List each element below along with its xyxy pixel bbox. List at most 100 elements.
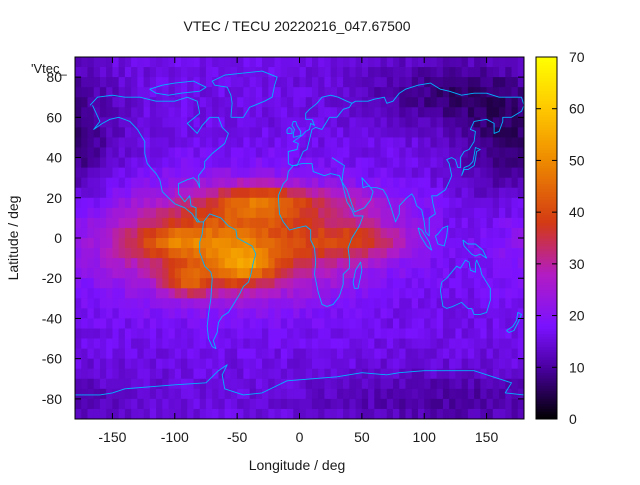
heatmap-cell	[374, 358, 381, 370]
heatmap-cell	[449, 318, 456, 329]
heatmap-cell	[212, 167, 219, 179]
heatmap-cell	[305, 298, 313, 309]
heatmap-cell	[511, 278, 519, 289]
heatmap-cell	[237, 187, 244, 199]
heatmap-cell	[305, 318, 313, 329]
heatmap-cell	[75, 67, 82, 78]
heatmap-cell	[361, 207, 369, 219]
heatmap-cell	[99, 227, 107, 239]
colorbar-segment	[536, 126, 557, 130]
heatmap-cell	[199, 167, 207, 179]
heatmap-cell	[112, 147, 120, 158]
heatmap-cell	[361, 298, 369, 309]
heatmap-cell	[87, 87, 95, 98]
heatmap-cell	[455, 177, 463, 189]
heatmap-cell	[336, 197, 344, 209]
heatmap-cell	[305, 288, 313, 299]
heatmap-cell	[336, 368, 344, 380]
heatmap-cell	[355, 238, 363, 249]
heatmap-cell	[255, 318, 263, 329]
heatmap-cell	[324, 408, 332, 420]
heatmap-cell	[380, 318, 388, 329]
heatmap-cell	[393, 147, 400, 158]
y-tick-label: 40	[46, 150, 62, 166]
heatmap-cell	[355, 157, 363, 169]
heatmap-cell	[293, 248, 300, 259]
heatmap-cell	[305, 368, 313, 380]
heatmap-cell	[474, 77, 481, 88]
heatmap-cell	[424, 207, 431, 219]
heatmap-cell	[293, 328, 300, 339]
heatmap-cell	[417, 127, 425, 138]
heatmap-cell	[417, 157, 425, 169]
heatmap-cell	[81, 278, 88, 289]
heatmap-cell	[386, 318, 394, 329]
heatmap-cell	[343, 288, 350, 299]
heatmap-cell	[455, 117, 463, 128]
heatmap-cell	[299, 157, 307, 169]
heatmap-cell	[137, 107, 144, 118]
heatmap-cell	[187, 398, 194, 410]
heatmap-cell	[193, 107, 201, 118]
heatmap-cell	[193, 288, 201, 299]
heatmap-cell	[81, 57, 88, 68]
heatmap-cell	[474, 187, 481, 199]
heatmap-cell	[517, 298, 525, 309]
heatmap-cell	[449, 187, 456, 199]
heatmap-cell	[205, 127, 213, 138]
heatmap-cell	[449, 408, 456, 420]
heatmap-cell	[262, 197, 269, 209]
heatmap-cell	[112, 248, 120, 259]
x-tick-label: 0	[296, 429, 304, 445]
heatmap-cell	[143, 338, 151, 350]
heatmap-cell	[411, 328, 419, 339]
colorbar-segment	[536, 281, 557, 286]
heatmap-cell	[124, 338, 132, 350]
heatmap-cell	[455, 398, 463, 410]
heatmap-cell	[349, 87, 357, 98]
heatmap-cell	[349, 107, 357, 118]
heatmap-cell	[442, 87, 450, 98]
heatmap-cell	[168, 338, 176, 350]
heatmap-cell	[268, 378, 275, 390]
heatmap-cell	[299, 398, 307, 410]
heatmap-cell	[417, 258, 425, 269]
heatmap-cell	[305, 398, 313, 410]
heatmap-cell	[474, 318, 481, 329]
heatmap-cell	[499, 177, 506, 189]
heatmap-cell	[299, 137, 307, 148]
heatmap-cell	[305, 268, 313, 279]
heatmap-cell	[118, 157, 126, 169]
heatmap-cell	[174, 408, 182, 420]
heatmap-cell	[511, 67, 519, 78]
heatmap-cell	[187, 227, 194, 239]
heatmap-cell	[131, 408, 138, 420]
heatmap-cell	[268, 167, 275, 179]
heatmap-cell	[505, 147, 512, 158]
heatmap-cell	[467, 107, 475, 118]
heatmap-cell	[442, 298, 450, 309]
heatmap-cell	[199, 268, 207, 279]
heatmap-cell	[330, 408, 338, 420]
heatmap-cell	[287, 268, 294, 279]
colorbar-segment	[536, 245, 557, 249]
heatmap-cell	[93, 147, 101, 158]
heatmap-cell	[442, 268, 450, 279]
heatmap-cell	[93, 248, 101, 259]
heatmap-cell	[112, 268, 120, 279]
heatmap-cell	[480, 398, 487, 410]
heatmap-cell	[75, 298, 82, 309]
heatmap-cell	[168, 308, 176, 319]
colorbar-segment	[536, 369, 557, 373]
heatmap-cell	[442, 147, 450, 158]
heatmap-cell	[287, 308, 294, 319]
heatmap-cell	[486, 328, 494, 339]
heatmap-cell	[461, 298, 469, 309]
heatmap-cell	[436, 217, 444, 229]
heatmap-cell	[274, 197, 282, 209]
heatmap-cell	[174, 288, 182, 299]
heatmap-cell	[112, 378, 120, 390]
heatmap-cell	[199, 338, 207, 350]
heatmap-cell	[199, 308, 207, 319]
heatmap-cell	[99, 408, 107, 420]
